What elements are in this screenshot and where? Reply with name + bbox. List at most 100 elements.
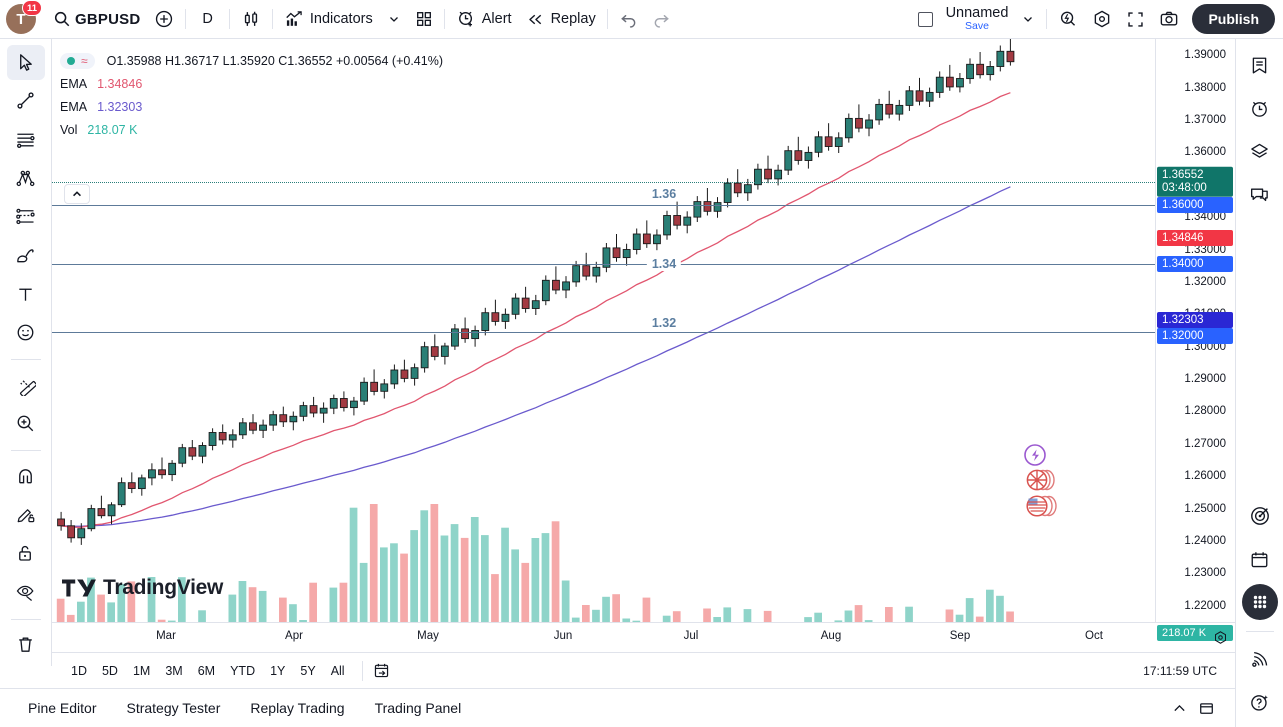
time-tick: Sep	[949, 630, 971, 642]
sidebar-item-alerts[interactable]	[1242, 90, 1278, 126]
layout-name-button[interactable]: Unnamed Save	[940, 5, 1015, 33]
sidebar-item-help[interactable]	[1242, 684, 1278, 720]
watermark-text: TradingView	[103, 576, 224, 599]
price-line-label-132[interactable]: 1.32000	[1157, 328, 1233, 344]
legend-main-row[interactable]: ≈ O1.35988 H1.36717 L1.35920 C1.36552 +0…	[60, 49, 443, 72]
price-line-136-label[interactable]: 1.36	[646, 187, 682, 201]
price-line-136[interactable]	[52, 205, 1155, 206]
series-status-pill[interactable]: ≈	[60, 52, 95, 69]
fullscreen-button[interactable]	[1119, 2, 1152, 36]
sidebar-item-watchlist[interactable]	[1242, 47, 1278, 83]
candle-body	[440, 345, 449, 357]
tool-horizontal-lines[interactable]	[7, 122, 45, 157]
footer-tab-trading-panel[interactable]: Trading Panel	[374, 700, 462, 716]
indicators-button[interactable]: Indicators	[277, 2, 380, 36]
range-button-6m[interactable]: 6M	[197, 663, 216, 678]
search-button[interactable]: GBPUSD	[46, 2, 147, 36]
time-scale[interactable]: Mar Apr May Jun Jul Aug Sep Oct	[52, 622, 1235, 652]
footer-tab-replay-trading[interactable]: Replay Trading	[250, 700, 345, 716]
range-button-all[interactable]: All	[330, 663, 345, 678]
indicators-label: Indicators	[309, 11, 373, 27]
tool-text[interactable]	[7, 277, 45, 312]
volume-bar	[167, 620, 176, 622]
price-line-132[interactable]	[52, 332, 1155, 333]
tool-magnet[interactable]	[7, 459, 45, 494]
tool-drawing-mode[interactable]	[7, 498, 45, 533]
range-button-1y[interactable]: 1Y	[270, 663, 286, 678]
tool-brush[interactable]	[7, 238, 45, 273]
last-price-label[interactable]: 1.36552 03:48:00	[1157, 166, 1233, 198]
legend-row-ema-fast[interactable]: EMA 1.34846	[60, 72, 443, 95]
price-line-134[interactable]	[52, 264, 1155, 265]
sidebar-item-data-window[interactable]	[1242, 133, 1278, 169]
layout-menu-chevron[interactable]	[1014, 2, 1042, 36]
range-button-1d[interactable]: 1D	[71, 663, 87, 678]
timescale-settings-icon[interactable]	[1213, 630, 1228, 645]
maximize-icon[interactable]	[1198, 700, 1215, 717]
publish-button[interactable]: Publish	[1192, 4, 1275, 34]
price-line-label-134[interactable]: 1.34000	[1157, 256, 1233, 272]
volume-bar	[662, 615, 671, 622]
tool-zoom-in[interactable]	[7, 407, 45, 442]
chart-style-button[interactable]	[234, 2, 268, 36]
redo-button[interactable]	[645, 2, 678, 36]
undo-button[interactable]	[612, 2, 645, 36]
layout-select-button[interactable]	[911, 2, 940, 36]
tool-fib-retracement[interactable]	[7, 200, 45, 235]
chart-settings-button[interactable]	[1085, 2, 1119, 36]
range-button-1m[interactable]: 1M	[132, 663, 151, 678]
currency-badge-icons[interactable]	[1017, 444, 1069, 524]
range-button-ytd[interactable]: YTD	[230, 663, 256, 678]
legend-row-ema-slow[interactable]: EMA 1.32303	[60, 95, 443, 118]
price-line-134-label[interactable]: 1.34	[646, 257, 682, 271]
tool-hide-drawings[interactable]	[7, 575, 45, 610]
price-tick: 1.22000	[1184, 599, 1226, 612]
add-symbol-button[interactable]	[147, 2, 181, 36]
goto-date-icon[interactable]	[372, 661, 391, 680]
ema-slow-label[interactable]: 1.32303	[1157, 312, 1233, 328]
ema-fast-label[interactable]: 1.34846	[1157, 230, 1233, 246]
footer-tab-pine-editor[interactable]: Pine Editor	[28, 700, 97, 716]
volume-bar	[864, 620, 873, 622]
alert-button[interactable]: Alert	[449, 2, 519, 36]
sidebar-item-apps[interactable]	[1241, 584, 1278, 620]
candle-body	[208, 432, 217, 446]
legend-row-volume[interactable]: Vol 218.07 K	[60, 118, 443, 141]
candlestick-plot[interactable]	[52, 39, 1155, 622]
sidebar-item-calendar[interactable]	[1242, 541, 1278, 577]
quick-search-button[interactable]	[1051, 2, 1085, 36]
tool-trend-line[interactable]	[7, 84, 45, 119]
price-scale[interactable]: 1.390001.380001.370001.360001.350001.340…	[1155, 39, 1235, 641]
tool-remove-drawings[interactable]	[7, 627, 45, 662]
symbol-badges[interactable]	[1017, 444, 1069, 524]
chevron-up-icon[interactable]	[1171, 700, 1188, 717]
avatar[interactable]: T 11	[6, 0, 42, 34]
tool-cursor[interactable]	[6, 45, 45, 80]
clock-label[interactable]: 17:11:59 UTC	[1143, 663, 1217, 678]
sidebar-item-chat[interactable]	[1242, 176, 1278, 212]
sidebar-item-broadcast[interactable]	[1242, 641, 1278, 677]
chart-pane[interactable]: 1.36 1.34 1.32 ≈ O1.35988 H1.36717 L1.35…	[52, 39, 1155, 622]
tool-lock-drawings[interactable]	[7, 536, 45, 571]
range-button-3m[interactable]: 3M	[165, 663, 183, 678]
footer-tab-strategy-tester[interactable]: Strategy Tester	[126, 700, 221, 716]
save-link[interactable]: Save	[965, 20, 989, 33]
range-button-5y[interactable]: 5Y	[300, 663, 316, 678]
replay-button[interactable]: Replay	[519, 2, 603, 36]
tool-pitchfork[interactable]	[7, 161, 45, 196]
sidebar-item-ideas[interactable]	[1242, 498, 1278, 534]
templates-button[interactable]	[408, 2, 440, 36]
volume-label[interactable]: 218.07 K	[1157, 625, 1233, 641]
range-button-5d[interactable]: 5D	[101, 663, 118, 678]
tool-measure[interactable]	[7, 368, 45, 403]
timeframe-button[interactable]: D	[190, 2, 224, 36]
candle-body	[430, 346, 439, 357]
price-line-label-136[interactable]: 1.36000	[1157, 197, 1233, 213]
collapse-pane-button[interactable]	[64, 184, 90, 204]
brush-icon	[15, 245, 36, 266]
notification-badge[interactable]: 11	[21, 0, 42, 16]
indicators-chevron[interactable]	[380, 2, 408, 36]
tool-emoji[interactable]	[7, 315, 45, 350]
snapshot-button[interactable]	[1152, 2, 1186, 36]
price-line-132-label[interactable]: 1.32	[646, 316, 682, 330]
